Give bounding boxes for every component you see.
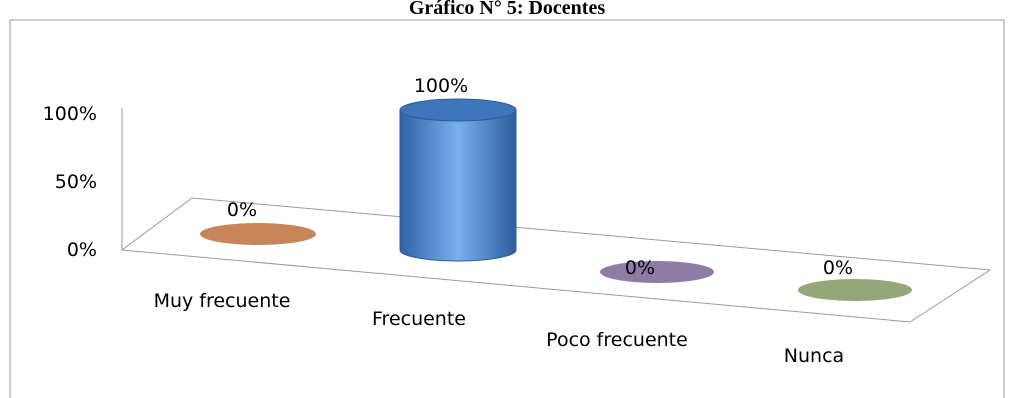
y-tick-label: 100% (43, 103, 97, 125)
data-label: 100% (414, 75, 468, 97)
x-category-label: Nunca (784, 345, 844, 367)
bar-marks (200, 98, 912, 301)
bar-top-cap (399, 98, 517, 122)
data-label: 0% (625, 257, 655, 279)
floor-plane (120, 197, 992, 323)
x-category-label: Poco frecuente (546, 329, 688, 351)
data-label: 0% (227, 199, 257, 221)
bar-base-disc (600, 261, 714, 283)
x-axis-labels: Muy frecuente Frecuente Poco frecuente Nunc… (154, 290, 845, 367)
chart-title: Gráfico N° 5: Docentes (409, 0, 605, 19)
chart-frame (9, 19, 1005, 398)
x-category-label: Frecuente (372, 308, 466, 330)
y-tick-label: 50% (55, 171, 97, 193)
bar-base-disc (200, 223, 316, 245)
y-axis-ticks: 0% 50% 100% (43, 103, 97, 261)
x-category-label: Muy frecuente (154, 290, 291, 312)
bar-cylinder (399, 109, 517, 262)
bar-base-disc (798, 279, 912, 301)
data-label: 0% (823, 257, 853, 279)
data-labels: 0% 100% 0% 0% (227, 75, 853, 279)
y-tick-label: 0% (67, 239, 97, 261)
